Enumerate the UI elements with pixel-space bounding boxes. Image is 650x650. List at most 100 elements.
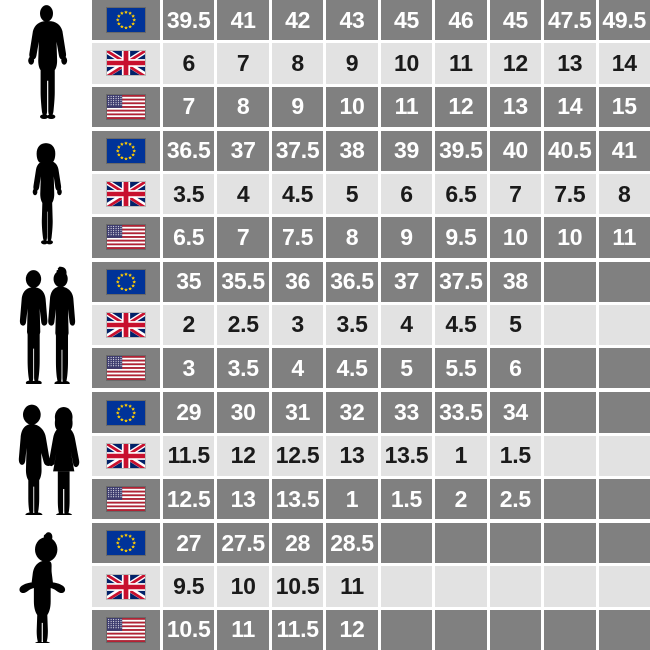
size-rows-toddlers: 27 27.5 28 28.5 9.5 10 10.5 11 10.5 11 11.5 12 <box>92 523 650 650</box>
size-cell: 7 <box>489 174 542 215</box>
size-cell: 9 <box>380 217 433 258</box>
size-group-men: 39.5 41 42 43 45 46 45 47.5 49.5 6 7 8 9 10 11 12 13 14 7 8… <box>0 0 650 127</box>
size-cell: 5.5 <box>435 348 487 389</box>
size-row-toddlers-eu: 27 27.5 28 28.5 <box>92 523 650 564</box>
size-cell: 38 <box>489 261 542 302</box>
size-group-children: 29 30 31 32 33 33.5 34 11.5 12 12.5 13 13.5 1 1.5 12.5… <box>0 392 650 520</box>
size-cell: 10 <box>217 566 269 607</box>
eu-flag-icon-cell <box>92 392 160 433</box>
size-cell: 12 <box>326 609 378 650</box>
size-cell-empty <box>544 304 596 346</box>
size-cell: 27.5 <box>217 523 269 564</box>
size-cell: 1 <box>326 478 378 520</box>
size-row-toddlers-us: 10.5 11 11.5 12 <box>92 609 650 650</box>
size-cell: 13.5 <box>380 435 433 476</box>
figure-cell-toddlers <box>0 523 92 650</box>
size-cell-empty <box>380 566 433 607</box>
us-flag-icon-cell <box>92 217 160 258</box>
size-cell-empty <box>598 392 650 433</box>
uk-flag-icon <box>106 311 146 338</box>
size-cell: 33 <box>380 392 433 433</box>
size-cell-empty <box>435 566 487 607</box>
size-cell: 10 <box>326 86 378 127</box>
us-flag-icon <box>106 486 146 513</box>
us-flag-icon <box>106 355 146 382</box>
size-cell: 9.5 <box>435 217 487 258</box>
us-flag-icon-cell <box>92 348 160 389</box>
size-cell: 11 <box>435 43 487 84</box>
eu-flag-icon-cell <box>92 130 160 172</box>
size-cell: 12.5 <box>271 435 324 476</box>
size-cell: 1 <box>435 435 487 476</box>
size-cell: 14 <box>544 86 596 127</box>
us-flag-icon-cell <box>92 86 160 127</box>
size-cell: 37 <box>380 261 433 302</box>
size-cell-empty <box>598 348 650 389</box>
size-cell: 34 <box>489 392 542 433</box>
size-cell: 27 <box>163 523 215 564</box>
size-cell: 33.5 <box>435 392 487 433</box>
size-cell: 10.5 <box>163 609 215 650</box>
size-cell: 8 <box>217 86 269 127</box>
size-cell: 3 <box>271 304 324 346</box>
size-rows-teens: 35 35.5 36 36.5 37 37.5 38 2 2.5 3 3.5 4 4.5 5 3 3.5 4 4.… <box>92 261 650 389</box>
size-cell: 7 <box>217 217 269 258</box>
size-cell: 11.5 <box>271 609 324 650</box>
size-row-women-eu: 36.5 37 37.5 38 39 39.5 40 40.5 41 <box>92 130 650 172</box>
size-cell: 9.5 <box>163 566 215 607</box>
size-cell: 3 <box>163 348 215 389</box>
size-cell-empty <box>598 435 650 476</box>
uk-flag-icon-cell <box>92 566 160 607</box>
size-cell: 11 <box>326 566 378 607</box>
us-flag-icon-cell <box>92 478 160 520</box>
size-cell: 2 <box>163 304 215 346</box>
boy-and-girl-holding-hands-silhouette-icon <box>18 404 80 515</box>
size-cell: 10 <box>544 217 596 258</box>
size-cell: 46 <box>435 0 487 41</box>
size-cell: 6.5 <box>163 217 215 258</box>
size-cell: 13 <box>489 86 542 127</box>
figure-cell-teens <box>0 261 92 389</box>
size-cell: 14 <box>598 43 650 84</box>
size-cell: 47.5 <box>544 0 596 41</box>
teen-boy-and-girl-silhouette-icon <box>19 266 75 384</box>
size-cell: 36.5 <box>163 130 215 172</box>
size-cell-empty <box>598 261 650 302</box>
size-cell: 35.5 <box>217 261 269 302</box>
size-cell-empty <box>544 435 596 476</box>
us-flag-icon <box>106 224 146 251</box>
size-cell: 5 <box>489 304 542 346</box>
eu-flag-icon <box>106 268 146 295</box>
figure-cell-men <box>0 0 92 127</box>
uk-flag-icon-cell <box>92 43 160 84</box>
us-flag-icon-cell <box>92 609 160 650</box>
eu-flag-icon <box>106 7 146 34</box>
size-group-women: 36.5 37 37.5 38 39 39.5 40 40.5 41 3.5 4 4.5 5 6 6.5 7 7… <box>0 130 650 258</box>
size-cell: 28 <box>271 523 324 564</box>
size-cell: 8 <box>271 43 324 84</box>
us-flag-icon <box>106 93 146 120</box>
size-cell-empty <box>598 304 650 346</box>
size-cell: 3.5 <box>217 348 269 389</box>
size-cell: 11 <box>598 217 650 258</box>
size-cell: 10.5 <box>271 566 324 607</box>
size-cell: 38 <box>326 130 378 172</box>
size-cell: 9 <box>326 43 378 84</box>
size-cell-empty <box>435 523 487 564</box>
size-cell: 41 <box>217 0 269 41</box>
size-cell: 8 <box>598 174 650 215</box>
size-cell-empty <box>598 566 650 607</box>
size-cell-empty <box>544 609 596 650</box>
size-cell: 40.5 <box>544 130 596 172</box>
size-row-children-uk: 11.5 12 12.5 13 13.5 1 1.5 <box>92 435 650 476</box>
size-cell: 2 <box>435 478 487 520</box>
size-cell-empty <box>380 523 433 564</box>
size-cell: 15 <box>598 86 650 127</box>
size-cell: 4.5 <box>435 304 487 346</box>
size-cell: 45 <box>489 0 542 41</box>
size-row-women-us: 6.5 7 7.5 8 9 9.5 10 10 11 <box>92 217 650 258</box>
size-cell: 2.5 <box>217 304 269 346</box>
woman-silhouette-icon <box>32 143 62 245</box>
size-cell: 40 <box>489 130 542 172</box>
size-cell: 39 <box>380 130 433 172</box>
